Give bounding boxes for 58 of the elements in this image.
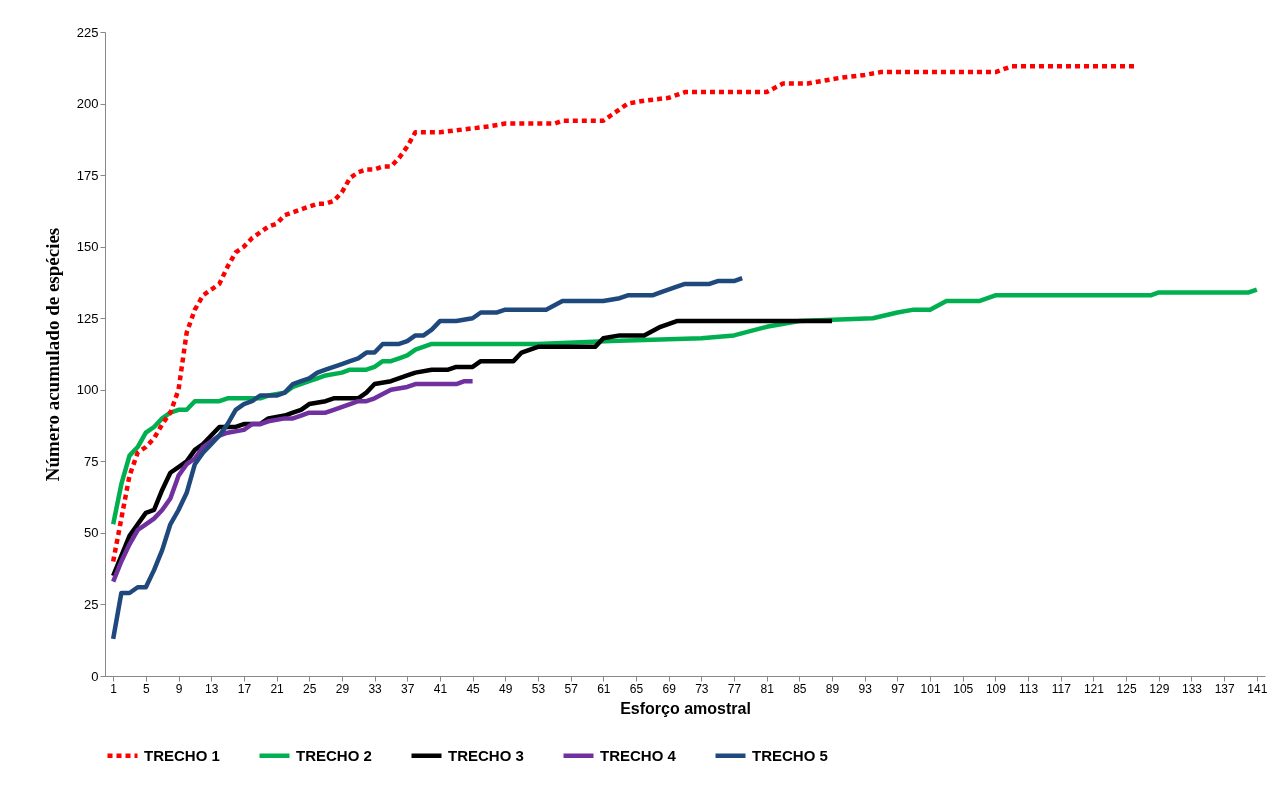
x-tick-label: 41 [433,681,448,696]
y-tick-label: 200 [76,96,99,112]
line-series [110,275,745,642]
legend-label: TRECHO 5 [752,746,828,764]
y-tick-label: 150 [76,239,99,255]
x-tick-label: 13 [205,681,219,696]
x-tick-label: 57 [564,681,579,696]
x-tick-label: 69 [662,681,677,696]
x-tick-label: 61 [597,681,611,696]
x-tick-label: 133 [1181,681,1203,696]
x-tick-label: 77 [727,681,742,696]
x-tick-label: 29 [335,681,350,696]
legend-label: TRECHO 2 [296,746,372,764]
x-tick-label: 129 [1149,681,1170,696]
x-tick-label: 25 [303,681,317,696]
y-tick-label: 0 [91,668,99,684]
x-tick-label: 9 [175,681,183,696]
line-series [110,64,1137,564]
x-tick-label: 73 [695,681,709,696]
legend-label: TRECHO 3 [448,746,524,764]
y-tick-label: 175 [76,167,99,183]
x-tick-label: 53 [531,681,546,696]
x-tick-label: 109 [985,681,1007,696]
x-tick-label: 97 [891,681,905,696]
x-tick-label: 85 [793,681,807,696]
line-series [110,318,835,579]
x-tick-label: 93 [858,681,873,696]
x-tick-label: 33 [368,681,383,696]
x-tick-label: 17 [237,681,252,696]
x-tick-label: 49 [499,681,513,696]
x-tick-label: 125 [1116,681,1137,696]
y-tick-label: 50 [84,525,99,541]
x-tick-label: 21 [270,681,285,696]
line-series [110,287,1260,527]
y-tick-label: 100 [76,382,99,398]
x-tick-label: 1 [110,681,118,696]
y-tick-label: 125 [76,310,99,326]
x-tick-label: 65 [629,681,644,696]
y-tick-label: 75 [84,453,99,469]
x-tick-label: 121 [1083,681,1105,696]
x-tick-label: 89 [825,681,840,696]
x-tick-label: 141 [1247,681,1268,696]
x-tick-label: 45 [466,681,481,696]
x-tick-label: 101 [920,681,941,696]
line-series [110,378,475,584]
x-tick-label: 117 [1051,681,1072,696]
x-tick-label: 37 [401,681,415,696]
x-tick-label: 105 [953,681,974,696]
legend-label: TRECHO 1 [144,746,220,764]
legend-label: TRECHO 4 [600,746,677,764]
x-axis-title: Esforço amostral [620,699,751,717]
x-tick-label: 81 [760,681,775,696]
y-axis-title: Número acumulado de espécies [41,227,63,482]
y-tick-label: 225 [76,24,99,40]
x-tick-label: 5 [143,681,150,696]
y-tick-label: 25 [84,596,99,612]
x-tick-label: 113 [1019,681,1039,696]
x-tick-label: 137 [1214,681,1235,696]
